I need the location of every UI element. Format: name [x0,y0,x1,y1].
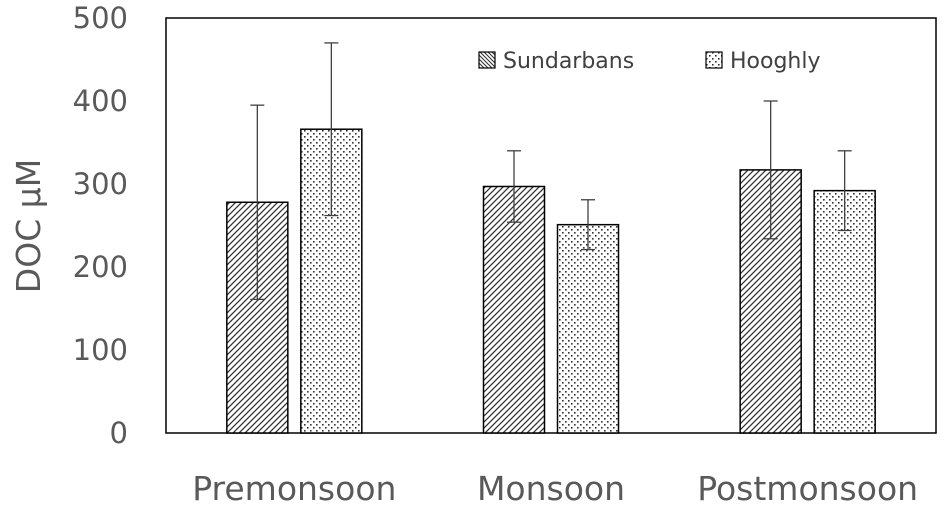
y-tick-label: 100 [73,333,128,367]
y-tick-label: 500 [73,1,128,35]
x-category-label: Postmonsoon [697,469,918,508]
error-bar [837,150,852,232]
bar-hooghly-monsoon [556,223,620,434]
legend-swatch [478,51,496,69]
error-bar [250,104,265,301]
y-axis-title: DOC µM [9,159,48,293]
error-bar [507,150,521,223]
error-bar [581,199,595,251]
legend-swatch [705,51,723,69]
x-category-label: Monsoon [477,469,625,508]
legend-item: Hooghly [705,49,821,74]
legend-label: Hooghly [730,49,821,74]
y-tick-label: 300 [73,167,128,201]
legend-label: Sundarbans [503,49,634,74]
plot-frame [165,17,937,434]
legend: Sundarbans Hooghly [478,49,821,74]
legend-item: Sundarbans [478,49,634,74]
error-bar [324,42,339,217]
y-axis: 0 100 200 300 400 500 [73,1,128,450]
bar-sundarbans-monsoon [482,185,546,434]
x-category-label: Premonsoon [192,469,396,508]
error-bar [763,100,778,240]
bars [226,128,876,434]
y-tick-label: 200 [73,250,128,284]
y-tick-label: 400 [73,84,128,118]
x-axis: Premonsoon Monsoon Postmonsoon [192,469,918,508]
error-bars [250,42,852,301]
y-tick-label: 0 [110,416,128,450]
